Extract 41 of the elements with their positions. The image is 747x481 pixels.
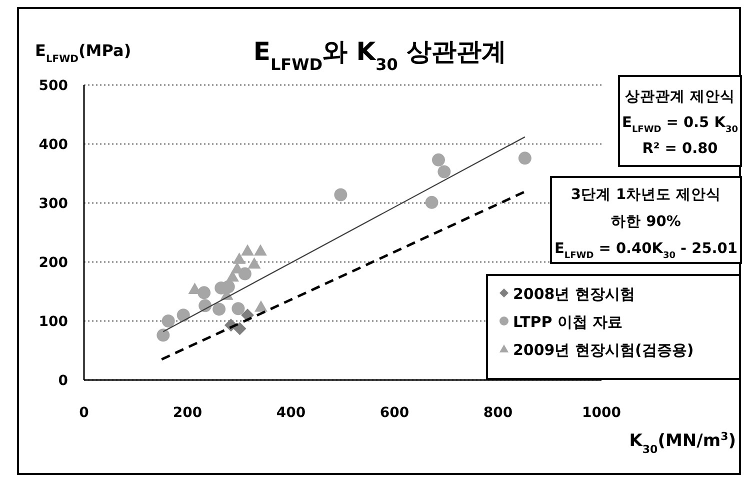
- y-tick-label: 500: [38, 78, 68, 94]
- title: E$_{LFWD}$와 K$_{30}$ 상관관계: [253, 37, 507, 74]
- point: [241, 244, 254, 256]
- point: [438, 165, 451, 178]
- point: [334, 188, 348, 202]
- point: [254, 300, 268, 312]
- point: [233, 322, 246, 336]
- xlabel: K$_{30}$(MN/m$^{3}$): [629, 430, 736, 456]
- x-tick-label: 600: [380, 405, 410, 421]
- annotation: E$_{LFWD}$ = 0.40K$_{30}$ - 25.01: [554, 241, 738, 261]
- point: [254, 244, 267, 256]
- annotation: R² = 0.80: [642, 141, 718, 157]
- legend-label: LTPP 이첩 자료: [513, 313, 623, 331]
- x-tick-label: 1000: [582, 405, 622, 421]
- y-tick-label: 0: [58, 373, 68, 389]
- point: [248, 257, 261, 269]
- y-tick-label: 300: [38, 196, 68, 212]
- annotation: E$_{LFWD}$ = 0.5 K$_{30}$: [622, 115, 738, 135]
- point: [232, 252, 246, 264]
- x-tick-label: 800: [483, 405, 513, 421]
- point: [176, 308, 190, 322]
- point: [425, 196, 438, 209]
- point: [432, 153, 445, 166]
- y-tick-label: 400: [38, 137, 68, 153]
- y-tick-label: 200: [38, 255, 68, 271]
- x-tick-label: 200: [172, 405, 202, 421]
- legend-label: 2009년 현장시험(검증용): [513, 341, 694, 359]
- annotation: 상관관계 제안식: [624, 89, 736, 105]
- point: [156, 328, 170, 342]
- point: [162, 314, 175, 328]
- legend-label: 2008년 현장시험: [513, 285, 635, 303]
- annotation: 3단계 1차년도 제안식: [570, 187, 722, 203]
- annotation: 하한 90%: [611, 214, 681, 230]
- x-tick-label: 0: [79, 405, 90, 421]
- point: [212, 302, 226, 316]
- point: [198, 286, 211, 300]
- point: [232, 302, 245, 316]
- ylabel: E$_{LFWD}$(MPa): [35, 41, 132, 64]
- point: [518, 152, 532, 165]
- y-tick-label: 100: [38, 314, 68, 330]
- x-tick-label: 400: [276, 405, 306, 421]
